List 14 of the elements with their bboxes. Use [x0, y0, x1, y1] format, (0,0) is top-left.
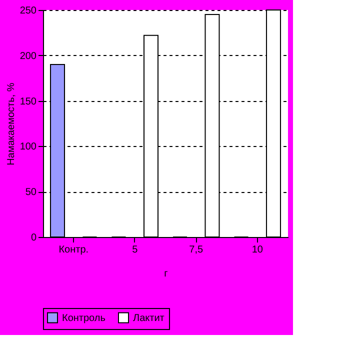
x-tick-label: 10 — [252, 244, 264, 256]
y-tick-label: 50 — [25, 187, 37, 198]
y-tick-label: 0 — [30, 232, 37, 244]
legend-label: Лактит — [133, 312, 165, 324]
y-tick-label: 200 — [20, 50, 37, 62]
legend-label: Контроль — [62, 312, 106, 324]
x-tick-label: 7,5 — [189, 244, 204, 256]
y-tick-label: 100 — [20, 142, 37, 153]
x-tick-label: Контр. — [58, 244, 89, 256]
y-tick-label: 150 — [20, 96, 37, 108]
x-tick-label: 5 — [132, 244, 138, 256]
x-axis-title: г — [164, 268, 168, 280]
y-tick-label: 250 — [20, 6, 37, 16]
y-axis-title: Намакаемость, % — [6, 82, 17, 166]
